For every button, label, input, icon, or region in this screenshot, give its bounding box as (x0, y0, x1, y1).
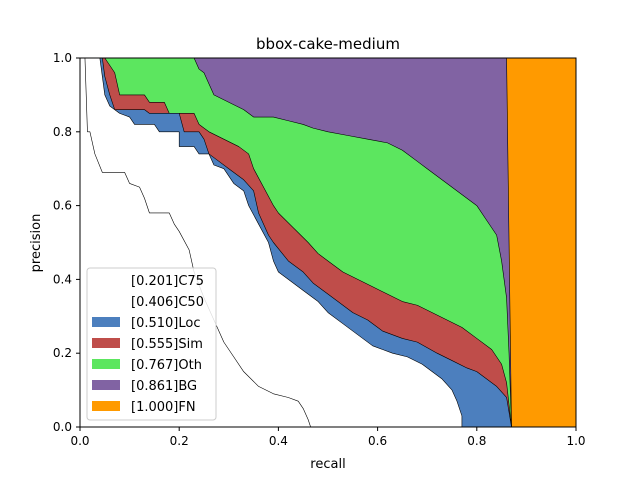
x-tick-label: 0.8 (467, 434, 486, 448)
legend-swatch-c50 (92, 296, 120, 306)
y-axis-label: precision (29, 214, 44, 273)
y-tick-label: 0.6 (53, 199, 72, 213)
legend-swatch-bg (92, 380, 120, 390)
y-tick-layer: 0.0 0.2 0.4 0.6 0.8 1.0 (53, 51, 80, 434)
legend: [0.201]C75 [0.406]C50 [0.510]Loc [0.555]Sim… (86, 267, 217, 421)
legend-swatch-sim (92, 338, 120, 348)
x-tick-label: 0.4 (269, 434, 288, 448)
legend-label-oth: [0.767]Oth (131, 358, 202, 373)
chart-title: bbox-cake-medium (256, 35, 400, 53)
x-tick-label: 1.0 (566, 434, 585, 448)
x-tick-label: 0.6 (368, 434, 387, 448)
x-tick-layer: 0.0 0.2 0.4 0.6 0.8 1.0 (70, 427, 586, 448)
axes-layer (79, 57, 577, 428)
x-tick-label: 0.0 (70, 434, 89, 448)
legend-swatch-fn (92, 401, 120, 411)
y-tick-label: 0.2 (53, 346, 72, 360)
legend-label-fn: [1.000]FN (131, 400, 196, 415)
y-tick-label: 0.4 (53, 272, 72, 286)
legend-label-bg: [0.861]BG (131, 379, 197, 394)
y-tick-label: 1.0 (53, 51, 72, 65)
legend-label-sim: [0.555]Sim (131, 337, 203, 352)
legend-label-c50: [0.406]C50 (131, 295, 204, 310)
plot-frame (79, 57, 577, 428)
x-tick-label: 0.2 (170, 434, 189, 448)
x-axis-label: recall (310, 457, 345, 472)
y-tick-label: 0.0 (53, 420, 72, 434)
legend-swatch-oth (92, 359, 120, 369)
legend-label-c75: [0.201]C75 (131, 274, 204, 289)
legend-label-loc: [0.510]Loc (131, 316, 200, 331)
legend-swatch-loc (92, 317, 120, 327)
legend-swatch-c75 (92, 275, 120, 285)
y-tick-label: 0.8 (53, 125, 72, 139)
